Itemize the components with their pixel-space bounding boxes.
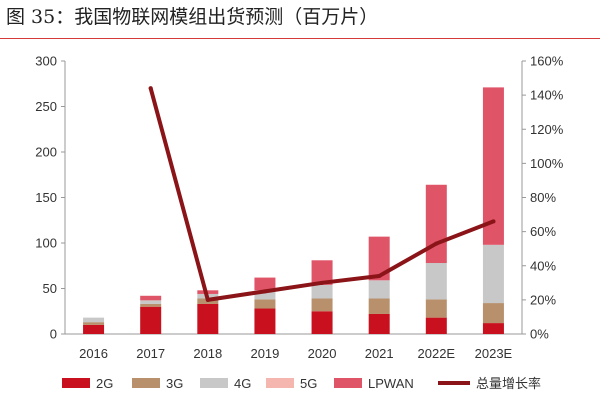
bar-2g-2016	[83, 324, 105, 334]
chart-axes	[64, 61, 523, 335]
bar-lpwan-2021	[368, 236, 390, 281]
bar-group	[83, 87, 504, 334]
right-tick-label: 0%	[530, 327, 549, 342]
left-tick-label: 100	[35, 236, 57, 251]
right-tick-label: 80%	[530, 190, 556, 205]
right-tick-label: 60%	[530, 224, 556, 239]
bar-3g-2021	[368, 298, 390, 314]
x-tick-label: 2023E	[475, 346, 513, 361]
growth-line-group	[148, 86, 496, 302]
x-axis-ticks: 2016 2017 2018 2019 2020 2021 2022E 2023E	[79, 346, 512, 361]
right-tick-label: 40%	[530, 258, 556, 273]
bar-lpwan-2023e	[482, 87, 504, 245]
legend-label-growth: 总量增长率	[476, 376, 541, 391]
legend-label-2g: 2G	[96, 376, 113, 391]
bar-lpwan-2022e	[425, 184, 447, 264]
right-tick-label: 100%	[530, 156, 564, 171]
x-tick-label: 2016	[79, 346, 108, 361]
legend: 2G 3G 4G 5G LPWAN 总量增长率	[62, 376, 541, 391]
x-tick-label: 2019	[250, 346, 279, 361]
bar-3g-2016	[83, 322, 105, 325]
left-tick-label: 150	[35, 190, 57, 205]
chart-title: 图 35：我国物联网模组出货预测（百万片）	[6, 6, 379, 28]
growth-point-2017	[148, 86, 153, 91]
bar-4g-2022e	[425, 263, 447, 300]
left-tick-label: 250	[35, 99, 57, 114]
bar-4g-2020	[311, 284, 333, 299]
x-tick-label: 2017	[136, 346, 165, 361]
bar-2g-2018	[197, 303, 219, 334]
legend-label-4g: 4G	[234, 376, 251, 391]
bar-lpwan-2017	[140, 295, 162, 301]
bar-lpwan-2020	[311, 260, 333, 285]
legend-swatch-2g	[62, 378, 90, 388]
bar-2g-2021	[368, 313, 390, 334]
bar-lpwan-2018	[197, 290, 219, 294]
bar-lpwan-2019	[254, 277, 276, 291]
left-axis-ticks: 0 50 100 150 200 250 300	[35, 54, 65, 342]
x-tick-label: 2022E	[418, 346, 456, 361]
bar-4g-2019	[254, 290, 276, 300]
legend-label-3g: 3G	[166, 376, 183, 391]
right-tick-label: 20%	[530, 292, 556, 307]
bar-3g-2023e	[482, 303, 504, 324]
right-tick-label: 140%	[530, 88, 564, 103]
legend-label-5g: 5G	[300, 376, 317, 391]
legend-swatch-3g	[132, 378, 160, 388]
bar-2g-2017	[140, 306, 162, 334]
right-tick-label: 160%	[530, 54, 564, 69]
bar-3g-2019	[254, 299, 276, 309]
growth-point-2018	[205, 297, 210, 302]
legend-label-lpwan: LPWAN	[368, 376, 414, 391]
legend-swatch-5g	[266, 378, 294, 388]
x-tick-label: 2021	[365, 346, 394, 361]
growth-point-2019	[262, 289, 267, 294]
legend-swatch-4g	[200, 378, 228, 388]
x-tick-label: 2020	[308, 346, 337, 361]
legend-swatch-lpwan	[334, 378, 362, 388]
left-tick-label: 300	[35, 54, 57, 69]
right-tick-label: 120%	[530, 122, 564, 137]
left-tick-label: 200	[35, 145, 57, 160]
bar-2g-2022e	[425, 317, 447, 334]
bar-2g-2019	[254, 308, 276, 334]
x-tick-label: 2018	[193, 346, 222, 361]
bar-2g-2023e	[482, 323, 504, 334]
bar-4g-2023e	[482, 244, 504, 304]
left-tick-label: 50	[43, 281, 57, 296]
growth-point-2021	[377, 273, 382, 278]
bar-4g-2021	[368, 280, 390, 299]
bar-3g-2017	[140, 303, 162, 307]
title-divider	[0, 38, 600, 39]
growth-point-2020	[320, 280, 325, 285]
bar-3g-2022e	[425, 299, 447, 318]
bar-3g-2020	[311, 298, 333, 312]
bar-2g-2020	[311, 311, 333, 334]
growth-point-2022e	[434, 241, 439, 246]
left-tick-label: 0	[50, 327, 57, 342]
growth-point-2023e	[491, 219, 496, 224]
right-axis-ticks: 0% 20% 40% 60% 80% 100% 120% 140% 160%	[522, 54, 564, 342]
bar-4g-2017	[140, 300, 162, 304]
bar-4g-2016	[83, 317, 105, 323]
